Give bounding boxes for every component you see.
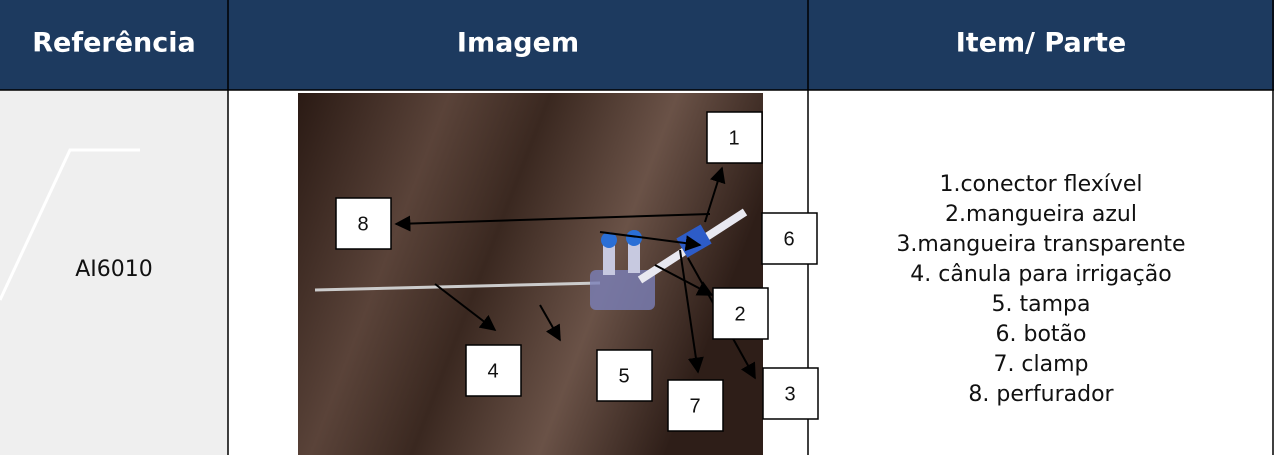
callout-label: 3 (784, 383, 795, 405)
header-cell: Imagem (457, 28, 579, 59)
callout-box (596, 349, 653, 402)
callouts: 1 2 3 4 5 6 7 8 (335, 111, 819, 432)
callout-box (712, 287, 769, 340)
callout-label: 1 (728, 127, 739, 149)
item: 1.conector flexível (939, 172, 1142, 197)
reference: AI6010 (75, 257, 153, 282)
callout-label: 7 (689, 395, 700, 417)
items: 1.conector flexível 2.mangueira azul 3.man… (896, 172, 1185, 407)
item: 8. perfurador (968, 382, 1114, 407)
item: 7. clamp (993, 352, 1088, 377)
callout-label: 8 (357, 213, 368, 235)
item: 5. tampa (992, 292, 1091, 317)
callout-box (761, 212, 818, 265)
header-bg (0, 0, 1274, 90)
item: 4. cânula para irrigação (910, 262, 1171, 287)
decor (0, 148, 140, 301)
callout-label: 2 (734, 303, 745, 325)
callout-label: 6 (783, 228, 794, 250)
item: 2.mangueira azul (945, 202, 1137, 227)
header-cell: Referência (32, 28, 196, 59)
item: 3.mangueira transparente (896, 232, 1185, 257)
item: 6. botão (996, 322, 1087, 347)
callout-box (762, 367, 819, 420)
callout-box (706, 111, 763, 164)
callout-box (335, 197, 392, 250)
callout-label: 4 (487, 360, 498, 382)
arrows (394, 166, 756, 380)
header-cell: Item/ Parte (956, 28, 1126, 59)
callout-box (667, 379, 724, 432)
callout-label: 5 (618, 365, 629, 387)
callout-box (465, 344, 522, 397)
